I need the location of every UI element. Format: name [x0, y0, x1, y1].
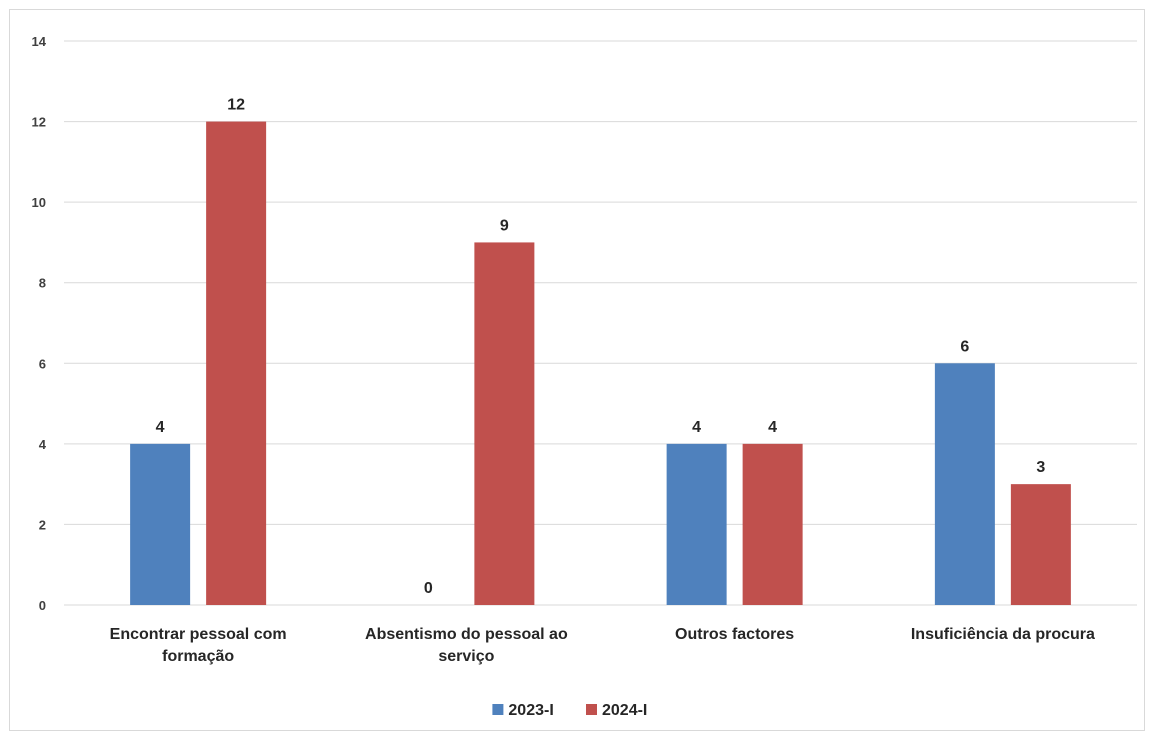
x-tick-label-0-line-0: Encontrar pessoal com	[110, 626, 287, 643]
legend-swatch-2024-I	[586, 704, 597, 715]
bar-2024-I-1	[474, 242, 535, 605]
y-tick-label-14: 14	[32, 34, 47, 49]
y-tick-label-4: 4	[39, 437, 47, 452]
bar-2024-I-0	[206, 121, 267, 606]
x-tick-label-3-line-0: Insuficiência da procura	[911, 626, 1095, 643]
y-tick-label-6: 6	[39, 356, 46, 371]
data-label-2023-I-2: 4	[692, 419, 701, 436]
bar-2024-I-2	[742, 443, 803, 605]
legend-label-2024-I: 2024-I	[602, 702, 647, 719]
y-tick-label-10: 10	[32, 195, 46, 210]
x-tick-label-0-line-1: formação	[162, 648, 234, 665]
legend-swatch-2023-I	[492, 704, 504, 715]
y-tick-label-2: 2	[39, 517, 46, 532]
data-label-2023-I-0: 4	[156, 419, 165, 436]
data-label-2024-I-3: 3	[1036, 459, 1045, 476]
y-tick-label-12: 12	[32, 115, 46, 130]
bar-2023-I-3	[934, 363, 995, 605]
y-tick-label-0: 0	[39, 598, 46, 613]
bar-2024-I-3	[1010, 484, 1071, 605]
x-tick-label-1-line-0: Absentismo do pessoal ao	[365, 626, 568, 643]
legend-label-2023-I: 2023-I	[508, 702, 553, 719]
y-tick-label-8: 8	[39, 276, 46, 291]
data-label-2024-I-2: 4	[768, 419, 777, 436]
bar-2023-I-0	[130, 443, 191, 605]
x-tick-label-2-line-0: Outros factores	[675, 626, 794, 643]
data-label-2023-I-1: 0	[424, 580, 433, 597]
x-tick-label-1-line-1: serviço	[438, 648, 494, 665]
data-label-2024-I-0: 12	[227, 97, 245, 114]
data-label-2024-I-1: 9	[500, 217, 509, 234]
bar-2023-I-2	[666, 443, 727, 605]
data-label-2023-I-3: 6	[960, 338, 969, 355]
